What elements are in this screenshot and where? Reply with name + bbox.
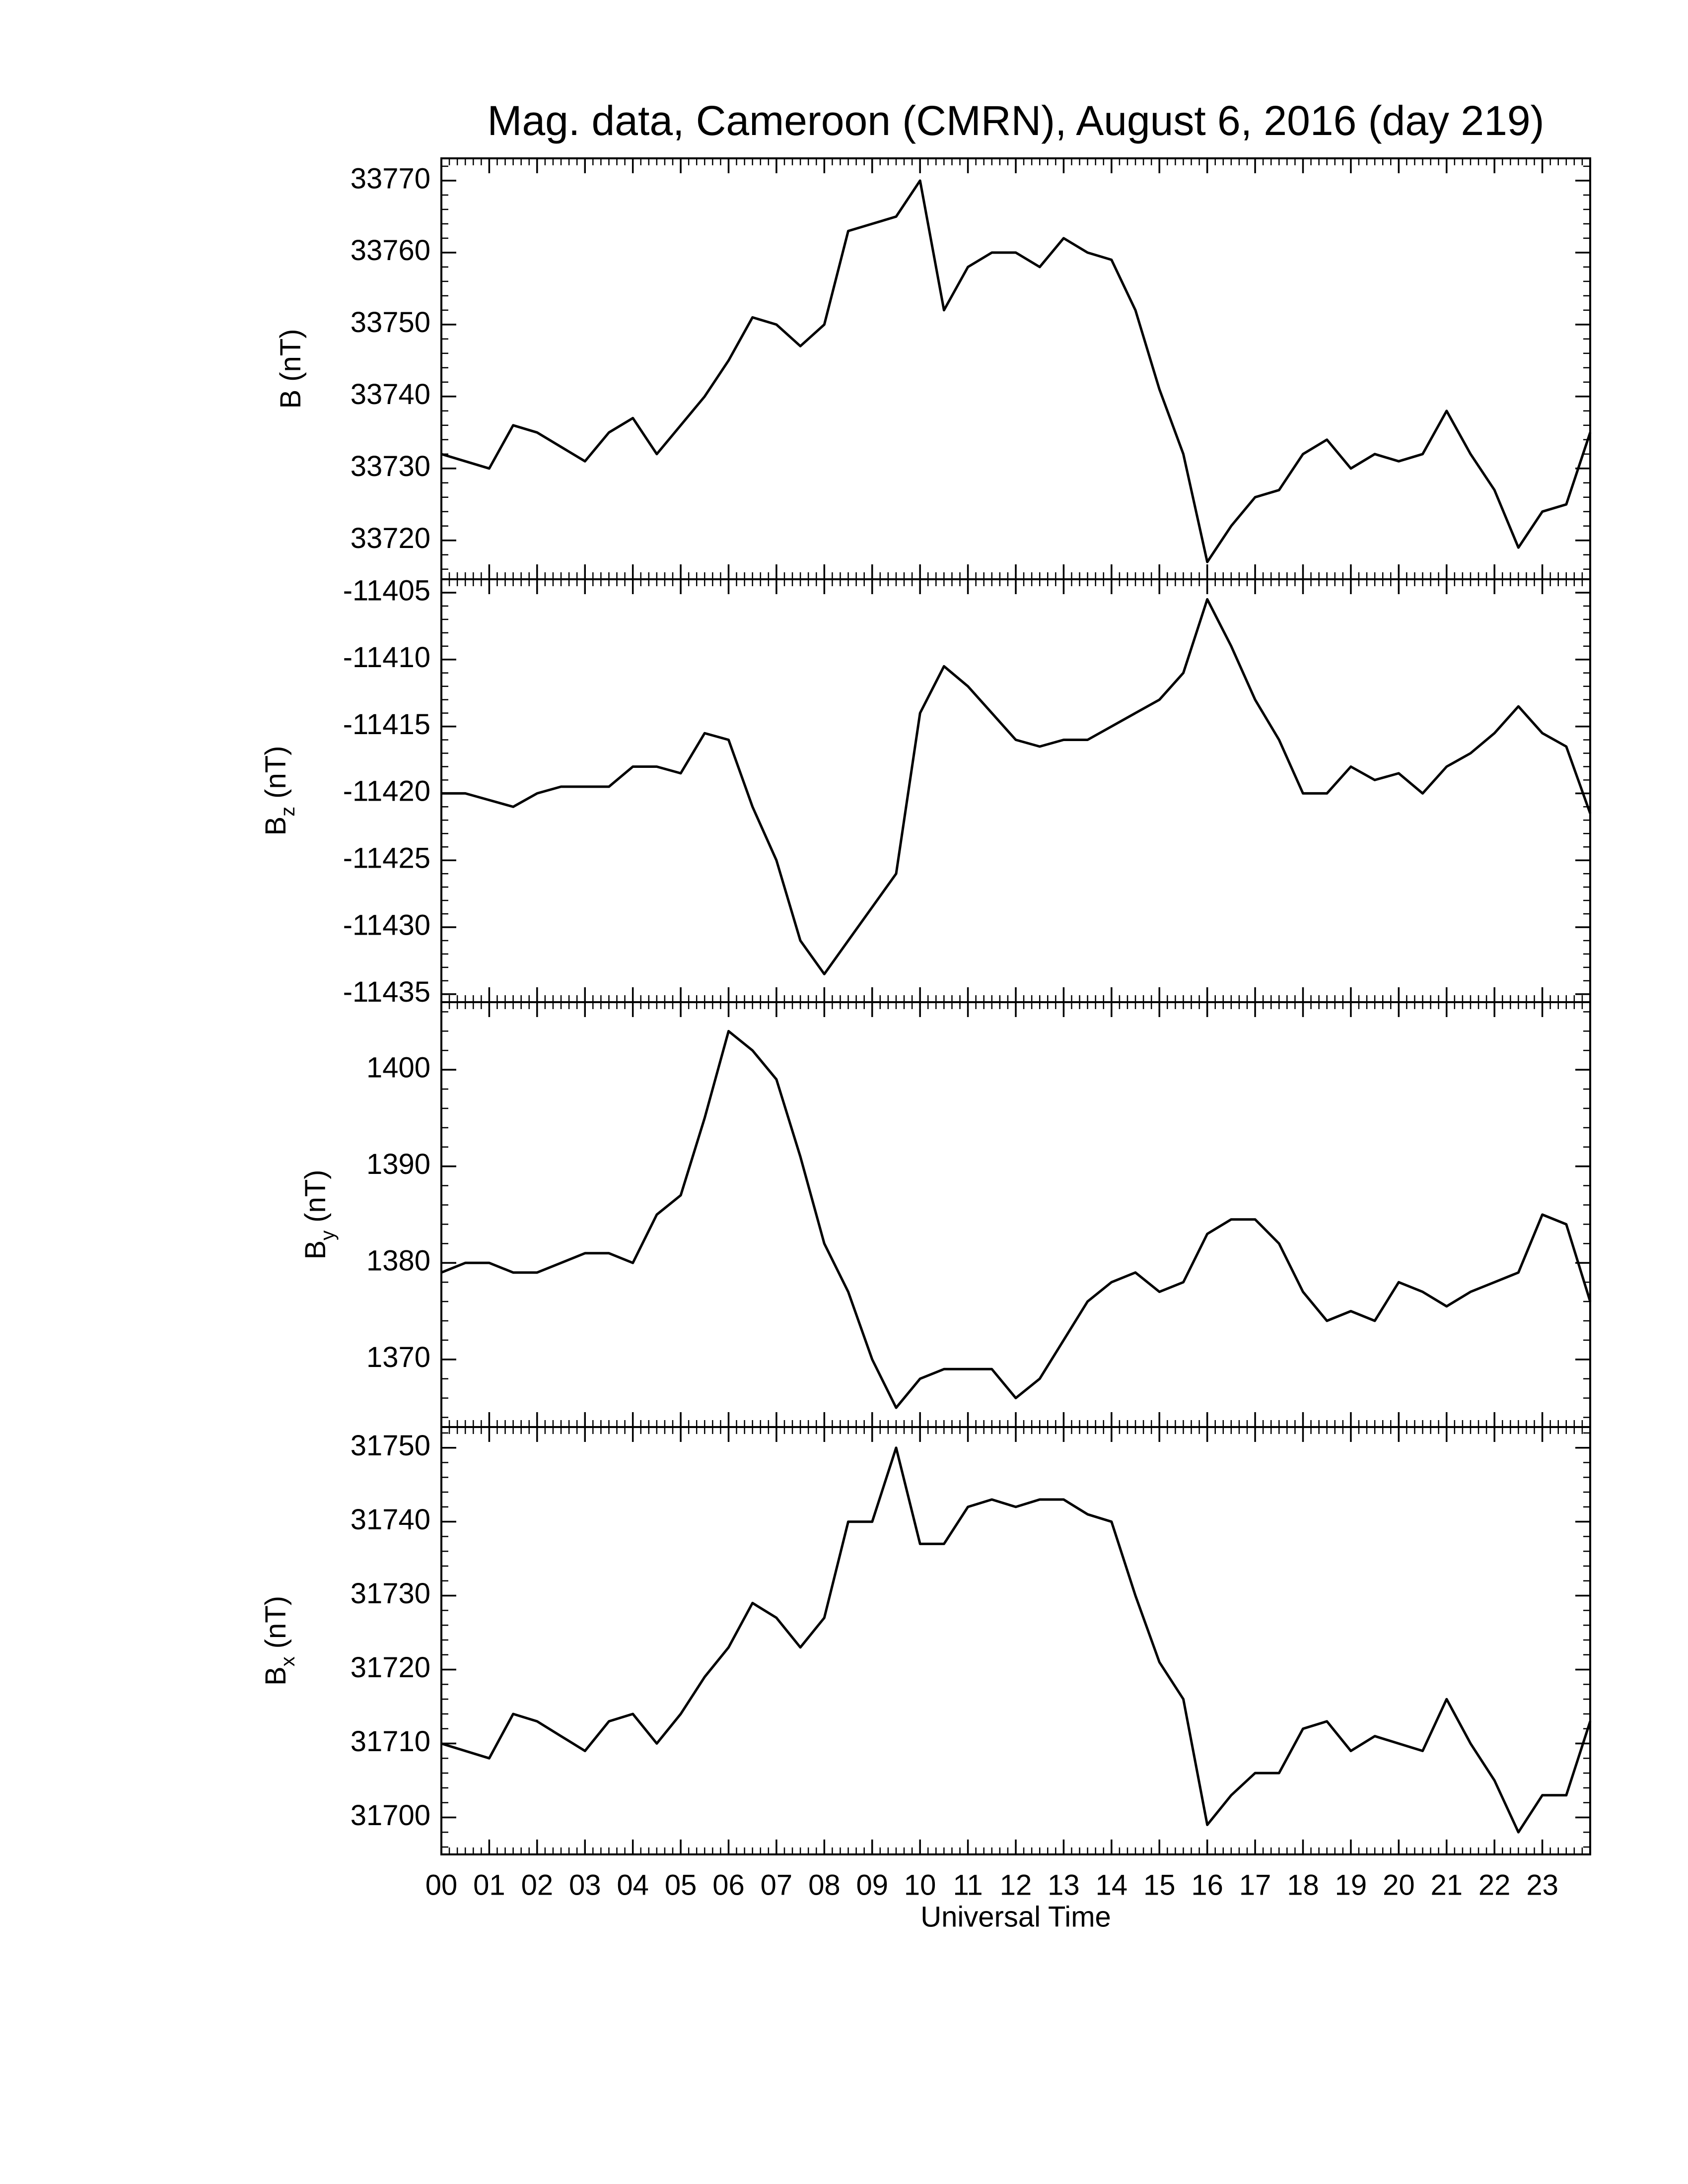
- y-tick-label: 31710: [351, 1725, 430, 1758]
- x-tick-label: 17: [1239, 1869, 1271, 1901]
- y-tick-label: 33740: [351, 378, 430, 410]
- y-label-subscript: z: [277, 807, 299, 817]
- data-line: [441, 1446, 1592, 1834]
- x-tick-label: 13: [1048, 1869, 1080, 1901]
- plot-frame: [440, 157, 1591, 580]
- y-axis-label: Bx (nT): [260, 1596, 298, 1686]
- y-tick-label: -11425: [343, 842, 430, 875]
- y-label-subscript: x: [277, 1656, 299, 1666]
- y-tick-label: 1370: [366, 1341, 430, 1373]
- y-tick-label: 1380: [366, 1245, 430, 1277]
- y-tick-label: -11405: [343, 574, 430, 607]
- x-tick-label: 14: [1096, 1869, 1128, 1901]
- y-label-symbol: B: [299, 1240, 332, 1260]
- plot-frame: [440, 1001, 1591, 1428]
- x-tick-label: 08: [808, 1869, 841, 1901]
- y-label-unit: (nT): [260, 746, 292, 798]
- x-tick-label: 04: [617, 1869, 649, 1901]
- y-tick-label: 31700: [351, 1799, 430, 1832]
- x-tick-label: 07: [761, 1869, 793, 1901]
- x-tick-label: 22: [1478, 1869, 1511, 1901]
- x-tick-label: 02: [521, 1869, 554, 1901]
- y-tick-label: -11420: [343, 775, 430, 808]
- y-tick-label: -11430: [343, 909, 430, 941]
- y-label-symbol: B: [260, 817, 292, 836]
- x-tick-label: 20: [1383, 1869, 1415, 1901]
- y-tick-label: 33750: [351, 306, 430, 339]
- y-label-unit: (nT): [299, 1169, 332, 1222]
- y-label-subscript: y: [317, 1230, 339, 1240]
- y-tick-label: 33730: [351, 450, 430, 482]
- y-tick-label: 1400: [366, 1052, 430, 1084]
- y-tick-label: 1390: [366, 1148, 430, 1180]
- y-tick-label: 31750: [351, 1430, 430, 1462]
- y-label-unit: (nT): [275, 329, 307, 381]
- y-tick-label: -11410: [343, 641, 430, 674]
- x-axis-label: Universal Time: [920, 1901, 1111, 1933]
- x-tick-label: 18: [1287, 1869, 1319, 1901]
- plot-frame: [440, 1426, 1591, 1855]
- x-tick-label: 00: [425, 1869, 458, 1901]
- x-tick-label: 23: [1526, 1869, 1558, 1901]
- x-tick-label: 21: [1430, 1869, 1463, 1901]
- data-line: [441, 179, 1592, 563]
- x-tick-label: 11: [953, 1869, 983, 1901]
- x-tick-label: 15: [1143, 1869, 1176, 1901]
- y-tick-label: 33770: [351, 162, 430, 195]
- x-tick-label: 10: [904, 1869, 936, 1901]
- y-tick-label: 33720: [351, 522, 430, 554]
- x-tick-label: 09: [856, 1869, 888, 1901]
- y-tick-label: 31730: [351, 1577, 430, 1610]
- y-tick-label: -11415: [343, 708, 430, 741]
- figure-title: Mag. data, Cameroon (CMRN), August 6, 20…: [487, 97, 1544, 144]
- y-axis-label: Bz (nT): [260, 746, 298, 835]
- data-line: [441, 1029, 1592, 1409]
- y-tick-label: 33760: [351, 234, 430, 267]
- y-axis-label: B (nT): [275, 329, 307, 409]
- y-tick-label: 31720: [351, 1651, 430, 1684]
- data-line: [441, 598, 1592, 975]
- y-label-symbol: B: [275, 390, 307, 409]
- y-tick-label: -11435: [343, 976, 430, 1008]
- y-label-unit: (nT): [260, 1596, 292, 1648]
- x-tick-label: 12: [1000, 1869, 1032, 1901]
- x-tick-label: 19: [1335, 1869, 1367, 1901]
- x-tick-label: 03: [569, 1869, 601, 1901]
- y-axis-label: By (nT): [299, 1169, 338, 1259]
- y-label-symbol: B: [260, 1666, 292, 1686]
- y-tick-label: 31740: [351, 1503, 430, 1536]
- x-tick-label: 16: [1191, 1869, 1223, 1901]
- x-tick-label: 01: [473, 1869, 505, 1901]
- x-tick-label: 05: [665, 1869, 697, 1901]
- x-tick-label: 06: [712, 1869, 745, 1901]
